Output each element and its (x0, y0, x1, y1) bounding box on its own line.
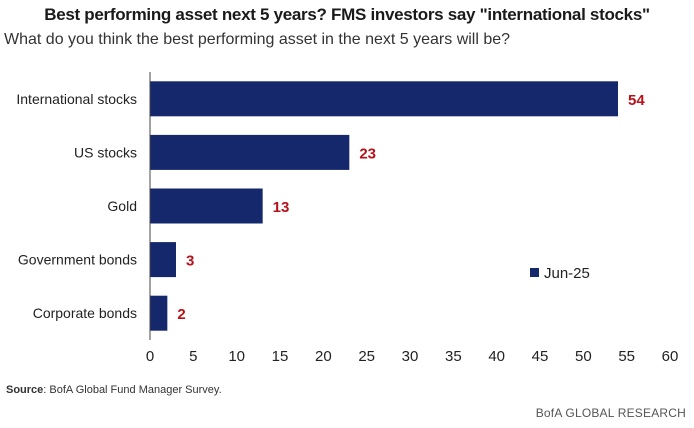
x-tick-label: 45 (532, 348, 549, 365)
x-tick-label: 20 (315, 348, 332, 365)
x-tick-label: 55 (618, 348, 635, 365)
bar-us-stocks (150, 134, 350, 170)
category-label: Gold (107, 198, 137, 214)
category-labels: International stocks US stocks Gold Governm… (16, 91, 137, 321)
category-label: US stocks (74, 144, 137, 160)
value-label: 23 (359, 145, 376, 162)
source-label: Source (6, 384, 44, 396)
x-tick-label: 10 (228, 348, 245, 365)
x-tick-label: 35 (445, 348, 462, 365)
bars-group (150, 81, 618, 331)
x-tick-label: 25 (358, 348, 375, 365)
category-label: Government bonds (18, 252, 137, 268)
value-label: 2 (177, 306, 185, 323)
x-tick-label: 0 (146, 348, 154, 365)
brand-label: BofA GLOBAL RESEARCH (535, 406, 686, 420)
bar-international-stocks (150, 81, 618, 117)
legend-label: Jun-25 (544, 265, 590, 282)
x-tick-label: 40 (488, 348, 505, 365)
value-label: 3 (186, 253, 194, 270)
value-labels: 54 23 13 3 2 (177, 92, 645, 323)
x-tick-label: 5 (189, 348, 197, 365)
bar-government-bonds (150, 242, 176, 278)
bar-gold (150, 188, 263, 224)
x-tick-label: 50 (575, 348, 592, 365)
value-label: 54 (628, 92, 645, 109)
bar-corporate-bonds (150, 295, 168, 331)
chart-subtitle: What do you think the best performing as… (4, 31, 511, 48)
value-label: 13 (273, 199, 290, 216)
x-tick-label: 15 (272, 348, 289, 365)
chart-title: Best performing asset next 5 years? FMS … (44, 5, 650, 24)
bar-chart: International stocks US stocks Gold Governm… (16, 72, 679, 365)
x-tick-label: 30 (402, 348, 419, 365)
x-tick-labels: 0 5 10 15 20 25 30 35 40 45 50 55 60 (146, 348, 679, 365)
x-tick-label: 60 (662, 348, 679, 365)
source-note: Source: BofA Global Fund Manager Survey. (6, 384, 222, 396)
legend: Jun-25 (530, 265, 590, 282)
source-text: : BofA Global Fund Manager Survey. (43, 384, 222, 396)
legend-swatch (530, 268, 539, 277)
category-label: International stocks (16, 91, 137, 107)
category-label: Corporate bonds (33, 305, 137, 321)
